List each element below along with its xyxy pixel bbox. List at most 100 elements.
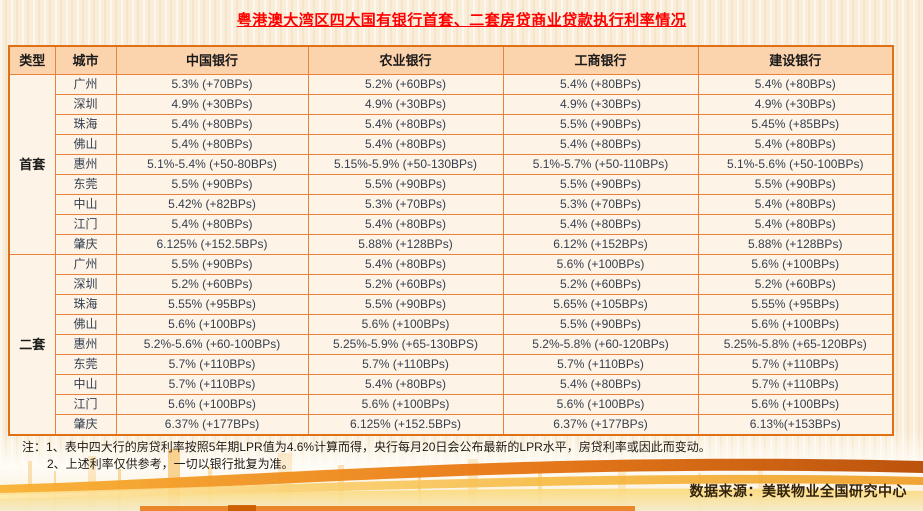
- rate-cell: 5.4% (+80BPs): [115, 214, 309, 235]
- rate-cell: 5.88% (+128BPs): [307, 234, 504, 255]
- rate-cell: 5.4% (+80BPs): [502, 74, 699, 95]
- swoosh-graphic: [0, 449, 923, 511]
- column-header: 城市: [54, 45, 117, 75]
- rate-cell: 5.3% (+70BPs): [307, 194, 504, 215]
- rate-cell: 5.5% (+90BPs): [307, 294, 504, 315]
- rate-cell: 6.37% (+177BPs): [502, 414, 699, 436]
- rate-cell: 5.5% (+90BPs): [502, 174, 699, 195]
- rate-cell: 5.42% (+82BPs): [115, 194, 309, 215]
- rate-cell: 5.4% (+80BPs): [697, 74, 894, 95]
- city-cell: 惠州: [54, 154, 117, 175]
- table-row: 惠州 5.2%-5.6% (+60-100BPs) 5.25%-5.9% (+65-…: [9, 334, 894, 355]
- rate-cell: 5.2% (+60BPs): [115, 274, 309, 295]
- city-cell: 广州: [54, 254, 117, 275]
- rate-cell: 5.4% (+80BPs): [307, 214, 504, 235]
- rate-cell: 5.5% (+90BPs): [697, 174, 894, 195]
- city-cell: 珠海: [54, 294, 117, 315]
- rate-cell: 5.1%-5.6% (+50-100BPs): [697, 154, 894, 175]
- table-row: 江门 5.6% (+100BPs) 5.6% (+100BPs) 5.6% (+100…: [9, 394, 894, 415]
- table-row: 深圳 4.9% (+30BPs) 4.9% (+30BPs) 4.9% (+30BPs…: [9, 94, 894, 115]
- column-header: 农业银行: [307, 45, 504, 75]
- table-row: 中山 5.42% (+82BPs) 5.3% (+70BPs) 5.3% (+70BP…: [9, 194, 894, 215]
- rate-cell: 5.25%-5.9% (+65-130BPS): [307, 334, 504, 355]
- rate-cell: 5.55% (+95BPs): [697, 294, 894, 315]
- table-row: 中山 5.7% (+110BPs) 5.4% (+80BPs) 5.4% (+80BP…: [9, 374, 894, 395]
- rate-cell: 5.4% (+80BPs): [307, 114, 504, 135]
- note-line-2: 2、上述利率仅供参考，一切以银行批复为准。: [22, 456, 711, 473]
- rate-cell: 5.5% (+90BPs): [307, 174, 504, 195]
- table-row: 肇庆 6.37% (+177BPs) 6.125% (+152.5BPs) 6.37%…: [9, 414, 894, 436]
- rate-cell: 5.4% (+80BPs): [502, 374, 699, 395]
- rate-cell: 5.4% (+80BPs): [307, 374, 504, 395]
- rate-cell: 5.5% (+90BPs): [502, 114, 699, 135]
- rate-cell: 5.4% (+80BPs): [502, 134, 699, 155]
- rate-cell: 5.2% (+60BPs): [697, 274, 894, 295]
- table-row: 佛山 5.4% (+80BPs) 5.4% (+80BPs) 5.4% (+80BPs…: [9, 134, 894, 155]
- page-title: 粤港澳大湾区四大国有银行首套、二套房贷商业贷款执行利率情况: [236, 12, 687, 29]
- column-header: 工商银行: [502, 45, 699, 75]
- note-item-1: 1、表中四大行的房贷利率按照5年期LPR值为4.6%计算而得，央行每月20日会公…: [46, 440, 711, 454]
- rate-cell: 5.7% (+110BPs): [115, 374, 309, 395]
- table-row: 二套 广州 5.5% (+90BPs) 5.4% (+80BPs) 5.6% (+100…: [8, 254, 894, 436]
- table-row: 首套 广州 5.3% (+70BPs) 5.2% (+60BPs) 5.4% (+80B…: [8, 74, 894, 255]
- rate-cell: 5.7% (+110BPs): [307, 354, 504, 375]
- rate-cell: 5.2% (+60BPs): [307, 74, 504, 95]
- table-row: 珠海 5.4% (+80BPs) 5.4% (+80BPs) 5.5% (+90BPs…: [9, 114, 894, 135]
- city-cell: 中山: [54, 194, 117, 215]
- column-header: 中国银行: [115, 45, 309, 75]
- rate-cell: 5.6% (+100BPs): [697, 254, 894, 275]
- rate-cell: 6.12% (+152BPs): [502, 234, 699, 255]
- rate-cell: 6.37% (+177BPs): [115, 414, 309, 436]
- footnotes: 注：1、表中四大行的房贷利率按照5年期LPR值为4.6%计算而得，央行每月20日…: [22, 439, 711, 473]
- city-cell: 广州: [54, 74, 117, 95]
- rate-cell: 5.45% (+85BPs): [697, 114, 894, 135]
- city-cell: 江门: [54, 394, 117, 415]
- city-cell: 佛山: [54, 314, 117, 335]
- rate-cell: 5.6% (+100BPs): [502, 254, 699, 275]
- table-body: 首套 广州 5.3% (+70BPs) 5.2% (+60BPs) 5.4% (+80B…: [8, 74, 894, 436]
- loan-type-cell: 首套: [8, 74, 56, 255]
- rate-cell: 5.6% (+100BPs): [115, 314, 309, 335]
- rate-cell: 5.5% (+90BPs): [115, 174, 309, 195]
- rate-cell: 5.7% (+110BPs): [697, 374, 894, 395]
- rate-cell: 4.9% (+30BPs): [307, 94, 504, 115]
- rate-cell: 5.4% (+80BPs): [697, 134, 894, 155]
- header-row: 类型 城市 中国银行 农业银行 工商银行 建设银行: [8, 45, 894, 75]
- rate-cell: 5.2% (+60BPs): [502, 274, 699, 295]
- loan-type-cell: 二套: [8, 254, 56, 436]
- rate-cell: 5.4% (+80BPs): [502, 214, 699, 235]
- rate-cell: 5.6% (+100BPs): [502, 394, 699, 415]
- rate-cell: 5.55% (+95BPs): [115, 294, 309, 315]
- rate-cell: 5.4% (+80BPs): [697, 214, 894, 235]
- column-header: 类型: [8, 45, 56, 75]
- rate-cell: 4.9% (+30BPs): [115, 94, 309, 115]
- rate-cell: 5.4% (+80BPs): [115, 114, 309, 135]
- city-cell: 深圳: [54, 274, 117, 295]
- rate-cell: 5.6% (+100BPs): [115, 394, 309, 415]
- city-cell: 深圳: [54, 94, 117, 115]
- rate-cell: 5.6% (+100BPs): [307, 314, 504, 335]
- rate-cell: 5.6% (+100BPs): [697, 314, 894, 335]
- rate-cell: 5.3% (+70BPs): [502, 194, 699, 215]
- city-cell: 肇庆: [54, 414, 117, 436]
- rate-cell: 5.7% (+110BPs): [115, 354, 309, 375]
- table-header: 类型 城市 中国银行 农业银行 工商银行 建设银行: [8, 45, 894, 75]
- city-cell: 珠海: [54, 114, 117, 135]
- rate-cell: 5.2%-5.6% (+60-100BPs): [115, 334, 309, 355]
- table-row: 江门 5.4% (+80BPs) 5.4% (+80BPs) 5.4% (+80BPs…: [9, 214, 894, 235]
- table-row: 珠海 5.55% (+95BPs) 5.5% (+90BPs) 5.65% (+105…: [9, 294, 894, 315]
- rate-cell: 5.65% (+105BPs): [502, 294, 699, 315]
- note-prefix: 注：: [22, 440, 47, 454]
- mortgage-rate-table: 类型 城市 中国银行 农业银行 工商银行 建设银行 首套 广州 5.3% (+70BPs) 5.…: [8, 45, 894, 436]
- rate-cell: 5.15%-5.9% (+50-130BPs): [307, 154, 504, 175]
- rate-cell: 5.4% (+80BPs): [307, 134, 504, 155]
- table-row: 东莞 5.5% (+90BPs) 5.5% (+90BPs) 5.5% (+90BPs…: [9, 174, 894, 195]
- rate-cell: 5.2%-5.8% (+60-120BPs): [502, 334, 699, 355]
- data-source-label: 数据来源：美联物业全国研究中心: [689, 483, 907, 499]
- rate-cell: 5.3% (+70BPs): [115, 74, 309, 95]
- rate-cell: 5.6% (+100BPs): [697, 394, 894, 415]
- column-header: 建设银行: [697, 45, 894, 75]
- table-row: 肇庆 6.125% (+152.5BPs) 5.88% (+128BPs) 6.12%…: [9, 234, 894, 255]
- rate-cell: 5.6% (+100BPs): [307, 394, 504, 415]
